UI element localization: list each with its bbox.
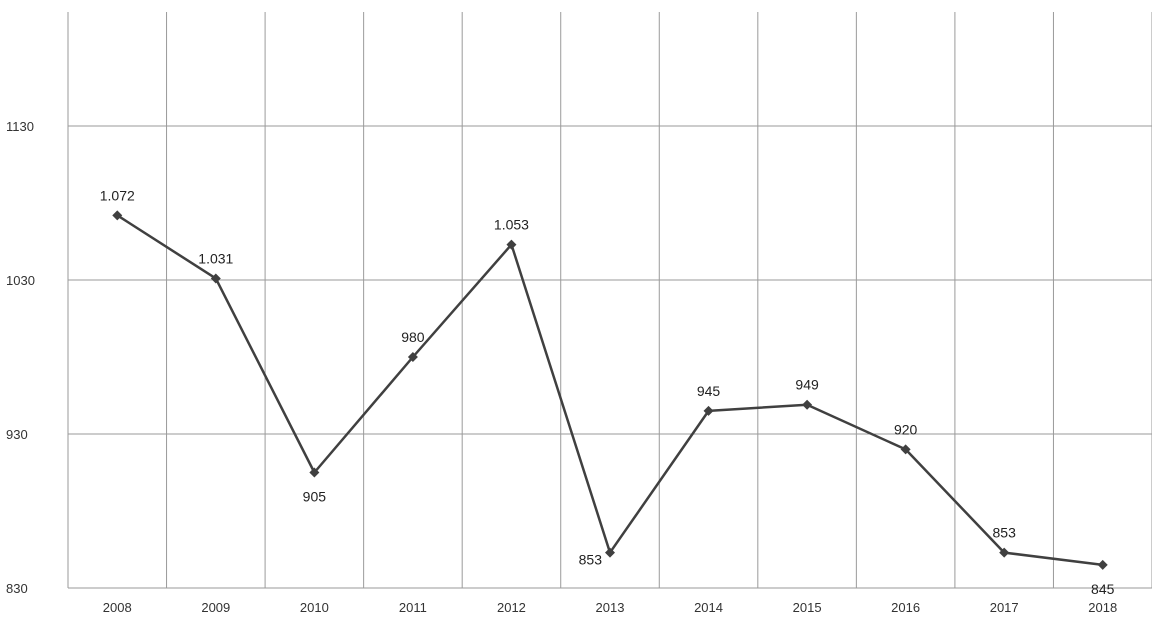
diamond-marker <box>112 210 123 221</box>
x-axis-tick-labels: 2008 2009 2010 2011 2012 2013 2014 2015 2016 2017… <box>103 600 1117 615</box>
x-tick-label: 2015 <box>793 600 822 615</box>
data-label: 949 <box>795 377 819 393</box>
diamond-marker <box>506 239 517 250</box>
diamond-marker <box>900 444 911 455</box>
x-tick-label: 2018 <box>1088 600 1117 615</box>
x-tick-label: 2011 <box>399 600 427 615</box>
data-label: 945 <box>697 383 721 399</box>
diamond-marker <box>407 352 418 362</box>
horizontal-gridlines <box>68 125 1152 589</box>
data-label: 845 <box>1091 581 1115 597</box>
data-label: 905 <box>303 489 327 505</box>
diamond-marker <box>703 405 714 416</box>
vertical-gridlines <box>67 12 1152 588</box>
data-label: 1.031 <box>198 250 233 266</box>
x-tick-label: 2017 <box>990 600 1019 615</box>
x-tick-label: 2013 <box>596 600 625 615</box>
y-tick-label: 1130 <box>6 119 34 134</box>
x-tick-label: 2010 <box>300 600 329 615</box>
diamond-marker <box>1097 559 1108 570</box>
x-tick-label: 2014 <box>694 600 723 615</box>
y-tick-label: 1030 <box>6 273 35 288</box>
x-tick-label: 2009 <box>201 600 230 615</box>
x-tick-label: 2012 <box>497 600 526 615</box>
diamond-marker <box>802 399 813 410</box>
diamond-marker <box>999 547 1010 558</box>
y-axis-tick-labels: 830 930 1030 1130 <box>6 119 35 596</box>
y-tick-label: 930 <box>6 427 28 442</box>
x-tick-label: 2016 <box>891 600 920 615</box>
data-label: 853 <box>579 552 603 568</box>
data-label: 980 <box>401 329 425 345</box>
data-label: 1.072 <box>100 187 135 203</box>
x-tick-label: 2008 <box>103 600 132 615</box>
data-label: 1.053 <box>494 217 529 233</box>
y-tick-label: 830 <box>6 581 28 596</box>
series-markers <box>112 210 1108 570</box>
diamond-marker <box>309 467 320 478</box>
diamond-marker <box>605 547 615 558</box>
diamond-marker <box>210 273 221 284</box>
data-label: 920 <box>894 421 918 437</box>
data-labels: 1.072 1.031 905 980 1.053 853 945 949 920 853 845 <box>100 187 1115 597</box>
data-label: 853 <box>993 525 1017 541</box>
